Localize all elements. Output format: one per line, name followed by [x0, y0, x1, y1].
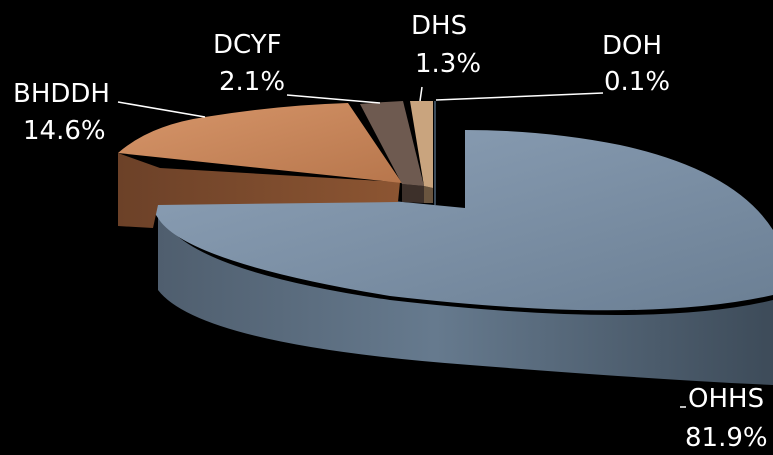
slice-dcyf: [360, 101, 424, 186]
leader-dhs: [419, 86, 423, 102]
slice-ohhs: [152, 130, 773, 311]
slice-doh: [434, 101, 436, 205]
slice-labels: BHDDH 14.6% DCYF 2.1% DHS 1.3% DOH 0.1% …: [13, 11, 768, 453]
label-dhs-value: 1.3%: [415, 49, 481, 79]
slice-ohhs-side: [158, 207, 773, 385]
label-ohhs-value: 81.9%: [685, 423, 768, 453]
slice-bhddh: [118, 103, 402, 183]
leader-dcyf: [286, 94, 381, 104]
label-dhs-name: DHS: [411, 11, 467, 41]
slice-dhs-side: [424, 186, 433, 203]
label-doh-name: DOH: [602, 31, 662, 61]
label-ohhs-name: OHHS: [688, 384, 764, 414]
leader-bhddh: [117, 101, 206, 118]
label-bhddh-value: 14.6%: [23, 116, 106, 146]
label-dcyf-value: 2.1%: [219, 67, 285, 97]
leader-doh: [435, 92, 604, 101]
slice-dcyf-side: [402, 184, 424, 203]
leader-lines: [117, 86, 686, 408]
label-bhddh-name: BHDDH: [13, 79, 110, 109]
label-dcyf-name: DCYF: [213, 30, 282, 60]
slice-bhddh-side: [118, 153, 400, 228]
label-doh-value: 0.1%: [604, 67, 670, 97]
pie-slices: [118, 101, 773, 385]
slice-dhs: [410, 101, 433, 188]
